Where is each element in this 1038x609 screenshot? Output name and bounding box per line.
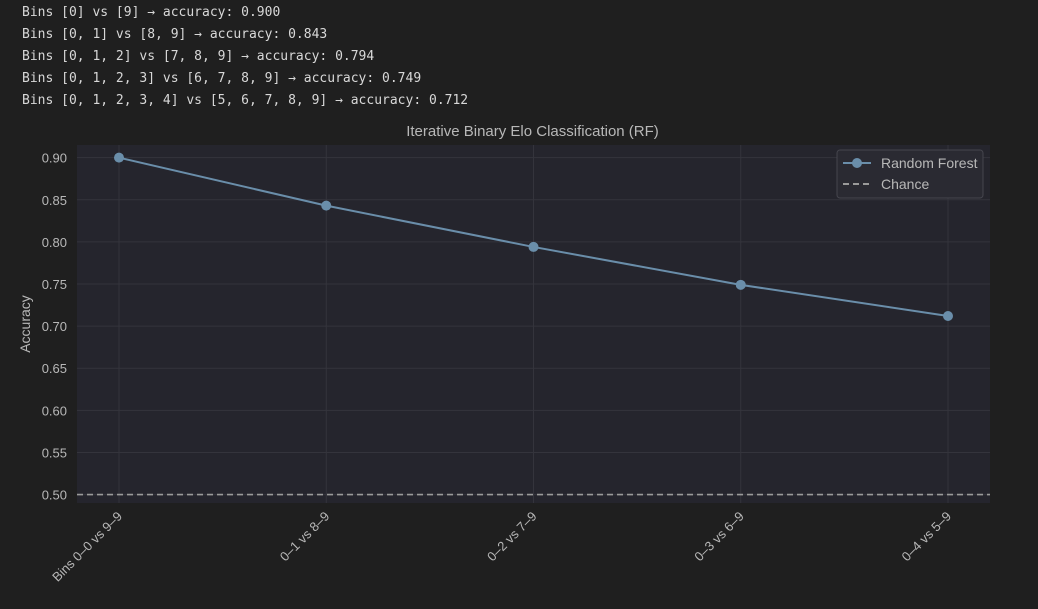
chart-title: Iterative Binary Elo Classification (RF) xyxy=(406,123,659,140)
y-tick-label: 0.60 xyxy=(42,403,67,418)
console-line: Bins [0, 1, 2] vs [7, 8, 9] → accuracy: … xyxy=(22,49,375,64)
data-point xyxy=(114,152,124,163)
y-tick-label: 0.90 xyxy=(42,151,67,166)
data-point xyxy=(528,241,539,252)
y-tick-label: 0.50 xyxy=(42,488,67,503)
console-output: Bins [0] vs [9] → accuracy: 0.900 Bins [… xyxy=(22,2,468,112)
legend-marker xyxy=(852,158,862,168)
y-tick-label: 0.70 xyxy=(42,319,67,334)
y-axis-label: Accuracy xyxy=(17,295,33,353)
legend: Random Forest Chance xyxy=(836,149,984,199)
console-line: Bins [0, 1] vs [8, 9] → accuracy: 0.843 xyxy=(22,27,328,42)
data-point xyxy=(321,200,332,211)
x-tick-label: Bins 0–0 vs 9–9 xyxy=(49,509,125,585)
console-line: Bins [0] vs [9] → accuracy: 0.900 xyxy=(22,5,281,20)
y-tick-label: 0.80 xyxy=(42,235,67,250)
x-tick-label: 0–1 vs 8–9 xyxy=(277,509,333,565)
x-tick-label: 0–4 vs 5–9 xyxy=(899,509,955,565)
legend-label: Chance xyxy=(881,176,929,192)
console-line: Bins [0, 1, 2, 3, 4] vs [5, 6, 7, 8, 9] … xyxy=(22,93,469,108)
legend-label: Random Forest xyxy=(881,155,978,171)
console-line: Bins [0, 1, 2, 3] vs [6, 7, 8, 9] → accu… xyxy=(22,71,422,86)
y-tick-label: 0.85 xyxy=(42,193,67,208)
y-tick-label: 0.55 xyxy=(42,445,67,460)
data-point xyxy=(735,279,746,290)
data-point xyxy=(943,310,953,321)
x-tick-label: 0–3 vs 6–9 xyxy=(691,509,747,565)
y-tick-label: 0.65 xyxy=(42,361,67,376)
legend-box xyxy=(836,149,984,199)
series-layer xyxy=(114,152,953,321)
y-tick-label: 0.75 xyxy=(42,277,67,292)
x-tick-label: 0–2 vs 7–9 xyxy=(484,509,540,565)
